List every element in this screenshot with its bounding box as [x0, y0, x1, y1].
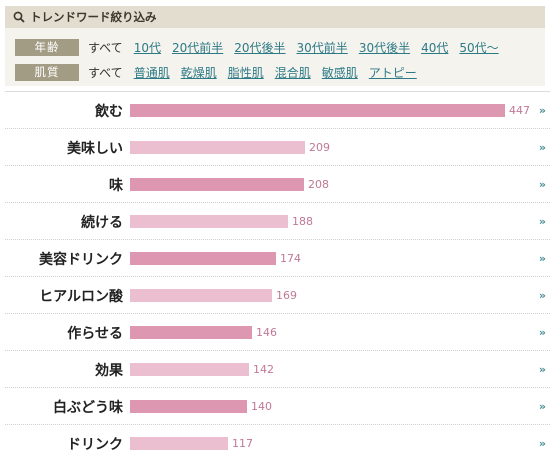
- double-chevron-right-icon[interactable]: »: [538, 215, 546, 228]
- ranking-row[interactable]: 味 208 »: [5, 165, 550, 202]
- frequency-bar: [130, 289, 272, 302]
- skin-option[interactable]: 混合肌: [274, 65, 311, 80]
- trend-word[interactable]: 効果: [95, 362, 123, 379]
- double-chevron-right-icon[interactable]: »: [538, 326, 546, 339]
- trend-word[interactable]: 飲む: [95, 103, 123, 120]
- double-chevron-right-icon[interactable]: »: [538, 252, 546, 265]
- age-option[interactable]: 40代: [421, 40, 449, 55]
- frequency-count: 117: [232, 437, 253, 450]
- age-option[interactable]: 30代後半: [358, 40, 411, 55]
- ranking-row[interactable]: 美容ドリンク 174 »: [5, 239, 550, 276]
- frequency-count: 140: [251, 400, 272, 413]
- frequency-count: 146: [256, 326, 277, 339]
- skin-option-all: すべて: [88, 65, 123, 80]
- frequency-count: 169: [276, 289, 297, 302]
- ranking-row[interactable]: ヒアルロン酸 169 »: [5, 276, 550, 313]
- frequency-bar: [130, 141, 305, 154]
- frequency-count: 188: [292, 215, 313, 228]
- age-option[interactable]: 50代〜: [459, 40, 499, 55]
- ranking-row[interactable]: 続ける 188 »: [5, 202, 550, 239]
- filter-header: トレンドワード絞り込み: [5, 6, 545, 28]
- double-chevron-right-icon[interactable]: »: [538, 141, 546, 154]
- trend-word[interactable]: 味: [109, 177, 123, 194]
- age-option-all: すべて: [88, 40, 123, 55]
- frequency-bar: [130, 104, 505, 117]
- age-filter-label: 年齢: [15, 38, 79, 56]
- age-option[interactable]: 20代後半: [234, 40, 286, 55]
- frequency-bar: [130, 400, 247, 413]
- frequency-bar: [130, 215, 288, 228]
- frequency-bar: [130, 178, 304, 191]
- ranking-row[interactable]: 飲む 447 »: [5, 91, 550, 128]
- frequency-bar: [130, 437, 228, 450]
- trend-word[interactable]: 美味しい: [67, 140, 123, 157]
- double-chevron-right-icon[interactable]: »: [538, 400, 546, 413]
- age-filter-row: 年齢 すべて 10代 20代前半 20代後半 30代前半 30代後半 40代 5…: [15, 38, 510, 56]
- double-chevron-right-icon[interactable]: »: [538, 437, 546, 450]
- frequency-count: 142: [253, 363, 274, 376]
- skin-filter-label: 肌質: [15, 63, 79, 81]
- skin-option[interactable]: 普通肌: [133, 65, 170, 80]
- trend-word[interactable]: 作らせる: [67, 325, 123, 342]
- double-chevron-right-icon[interactable]: »: [538, 363, 546, 376]
- filter-title: トレンドワード絞り込み: [30, 10, 157, 24]
- frequency-count: 447: [509, 104, 530, 117]
- ranking-row[interactable]: 美味しい 209 »: [5, 128, 550, 165]
- skin-option[interactable]: アトピー: [368, 65, 417, 80]
- frequency-count: 209: [309, 141, 330, 154]
- trend-word-ranking: 飲む 447» 美味しい 209» 味 208» 続ける 188» 美容ドリンク 174» ヒアルロ…: [5, 91, 550, 461]
- age-option[interactable]: 10代: [133, 40, 161, 55]
- ranking-row[interactable]: 白ぶどう味 140 »: [5, 387, 550, 424]
- frequency-count: 208: [308, 178, 329, 191]
- trend-word[interactable]: 美容ドリンク: [39, 251, 123, 268]
- skin-option[interactable]: 敏感肌: [321, 65, 358, 80]
- frequency-bar: [130, 252, 276, 265]
- trend-word[interactable]: 続ける: [81, 214, 123, 231]
- ranking-row[interactable]: 効果 142 »: [5, 350, 550, 387]
- frequency-bar: [130, 363, 249, 376]
- frequency-count: 174: [280, 252, 301, 265]
- age-option[interactable]: 30代前半: [296, 40, 348, 55]
- trend-filter-panel: トレンドワード絞り込み 年齢 すべて 10代 20代前半 20代後半 30代前半…: [5, 6, 545, 86]
- frequency-bar: [130, 326, 252, 339]
- double-chevron-right-icon[interactable]: »: [538, 178, 546, 191]
- age-option[interactable]: 20代前半: [171, 40, 224, 55]
- skin-option[interactable]: 乾燥肌: [180, 65, 217, 80]
- search-icon: [13, 10, 27, 24]
- ranking-row[interactable]: 作らせる 146 »: [5, 313, 550, 350]
- trend-word[interactable]: 白ぶどう味: [53, 399, 123, 416]
- ranking-row[interactable]: ドリンク 117 »: [5, 424, 550, 461]
- double-chevron-right-icon[interactable]: »: [538, 289, 546, 302]
- trend-word[interactable]: ドリンク: [67, 436, 123, 453]
- double-chevron-right-icon[interactable]: »: [538, 104, 546, 117]
- trend-word[interactable]: ヒアルロン酸: [39, 288, 123, 305]
- skin-option[interactable]: 脂性肌: [227, 65, 264, 80]
- skin-filter-row: 肌質 すべて 普通肌 乾燥肌 脂性肌 混合肌 敏感肌 アトピー: [15, 63, 428, 81]
